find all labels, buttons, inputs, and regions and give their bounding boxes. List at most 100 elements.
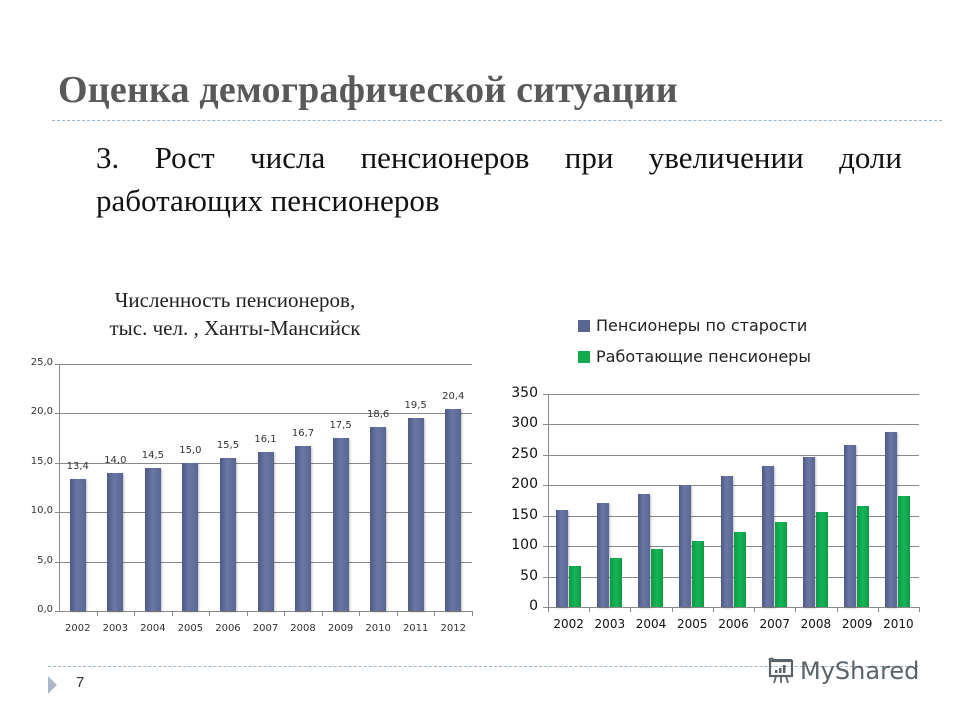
x-tick-label: 2003 bbox=[594, 617, 626, 631]
bar bbox=[332, 438, 349, 611]
x-tick-mark bbox=[209, 611, 211, 616]
bar bbox=[295, 446, 312, 611]
bar bbox=[445, 409, 462, 611]
bar-working bbox=[774, 522, 787, 607]
legend-label: Работающие пенсионеры bbox=[596, 347, 811, 366]
bar-working bbox=[857, 505, 870, 607]
x-tick-mark bbox=[671, 607, 673, 612]
x-tick-mark bbox=[877, 607, 879, 612]
bar-old-age bbox=[596, 502, 609, 607]
data-label: 15,5 bbox=[216, 439, 240, 451]
x-tick-mark bbox=[321, 611, 323, 616]
y-tick-label: 0,0 bbox=[37, 604, 53, 615]
y-axis-line bbox=[548, 394, 549, 607]
x-tick-mark bbox=[246, 611, 248, 616]
right-bar-chart: 0 50 100 150 200 250 300 350 2002 2003 2004 2005 200… bbox=[480, 380, 960, 640]
x-tick-label: 2002 bbox=[65, 623, 91, 634]
x-tick-label: 2002 bbox=[553, 617, 584, 631]
x-tick-mark bbox=[630, 607, 632, 612]
bar-working bbox=[898, 495, 911, 607]
gridline bbox=[543, 454, 919, 456]
x-tick-mark bbox=[434, 611, 436, 616]
data-label: 16,1 bbox=[254, 433, 277, 445]
watermark-text: MyShared bbox=[800, 657, 920, 685]
gridline bbox=[543, 394, 919, 395]
bar-working bbox=[815, 512, 828, 607]
data-label: 16,7 bbox=[291, 428, 315, 439]
left-chart-title-line2: тыс. чел. , Ханты-Мансийск bbox=[109, 316, 361, 340]
bar-working bbox=[609, 558, 622, 607]
slide-subtitle: 3. Рост числа пенсионеров при увеличении… bbox=[96, 140, 902, 218]
bar-old-age bbox=[802, 456, 815, 607]
presentation-board-icon bbox=[768, 657, 794, 684]
x-tick-label: 2008 bbox=[290, 623, 316, 634]
bar-working bbox=[651, 549, 664, 607]
bar-old-age bbox=[885, 432, 898, 607]
x-tick-label: 2012 bbox=[440, 623, 466, 634]
bar-old-age bbox=[844, 444, 857, 607]
x-tick-label: 2010 bbox=[883, 617, 914, 631]
bar-old-age bbox=[555, 509, 568, 607]
data-label: 19,5 bbox=[404, 400, 427, 412]
x-tick-mark bbox=[396, 611, 398, 616]
x-tick-mark bbox=[171, 611, 173, 616]
bar bbox=[107, 472, 124, 611]
x-tick-mark bbox=[359, 611, 361, 616]
x-tick-label: 2010 bbox=[365, 623, 391, 634]
y-tick-label: 100 bbox=[511, 537, 538, 554]
data-label: 17,5 bbox=[329, 420, 352, 432]
y-tick-label: 5,0 bbox=[37, 554, 53, 566]
footer-divider bbox=[48, 666, 918, 667]
bar bbox=[370, 427, 387, 611]
bar-old-age bbox=[679, 484, 692, 607]
x-tick-label: 2011 bbox=[402, 623, 429, 634]
legend-swatch-green bbox=[578, 350, 590, 363]
bar bbox=[144, 467, 161, 611]
data-label: 18,6 bbox=[366, 409, 390, 421]
gridline bbox=[543, 424, 919, 426]
bar bbox=[69, 478, 86, 611]
slide-number: 7 bbox=[76, 674, 85, 691]
bar bbox=[219, 457, 236, 611]
gridline bbox=[543, 607, 919, 608]
x-tick-mark bbox=[96, 611, 98, 616]
gridline bbox=[55, 413, 472, 415]
left-chart-title-line1: Численность пенсионеров, bbox=[114, 288, 356, 312]
x-tick-label: 2004 bbox=[140, 623, 166, 634]
x-tick-label: 2009 bbox=[841, 617, 873, 631]
y-tick-label: 350 bbox=[511, 385, 538, 401]
bar bbox=[257, 451, 274, 611]
title-divider bbox=[52, 120, 942, 121]
left-bar-chart: 0,0 5,0 10,0 15,0 20,0 25,0 13,4 2002 14,0 2003 14… bbox=[0, 350, 480, 650]
data-label: 13,4 bbox=[66, 460, 89, 472]
bar-working bbox=[692, 541, 705, 607]
bar-old-age bbox=[638, 493, 651, 607]
bar bbox=[407, 418, 424, 611]
legend-item-working: Работающие пенсионеры bbox=[578, 347, 811, 366]
y-tick-label: 25,0 bbox=[30, 357, 53, 368]
bar bbox=[182, 462, 199, 611]
x-tick-label: 2003 bbox=[102, 623, 129, 634]
x-tick-mark bbox=[836, 607, 838, 612]
legend-label: Пенсионеры по старости bbox=[596, 316, 808, 335]
left-chart-title: Численность пенсионеров, тыс. чел. , Хан… bbox=[60, 286, 410, 342]
x-tick-label: 2004 bbox=[635, 617, 667, 631]
x-tick-label: 2009 bbox=[327, 623, 354, 634]
myshared-logo: MyShared bbox=[766, 656, 919, 686]
y-tick-label: 10,0 bbox=[30, 505, 53, 517]
x-tick-label: 2007 bbox=[252, 623, 279, 634]
y-tick-label: 0 bbox=[529, 598, 538, 614]
y-tick-label: 250 bbox=[511, 445, 538, 462]
y-tick-label: 20,0 bbox=[30, 406, 53, 418]
x-tick-mark bbox=[795, 607, 797, 612]
x-tick-mark bbox=[712, 607, 714, 612]
y-tick-label: 15,0 bbox=[30, 455, 53, 467]
x-tick-label: 2007 bbox=[759, 617, 790, 631]
x-tick-label: 2006 bbox=[215, 623, 241, 634]
bar-old-age bbox=[720, 476, 733, 607]
x-tick-label: 2005 bbox=[177, 623, 204, 634]
x-tick-mark bbox=[754, 607, 756, 612]
y-axis-line bbox=[59, 364, 60, 611]
x-tick-mark bbox=[548, 607, 549, 612]
data-label: 14,0 bbox=[104, 454, 127, 466]
